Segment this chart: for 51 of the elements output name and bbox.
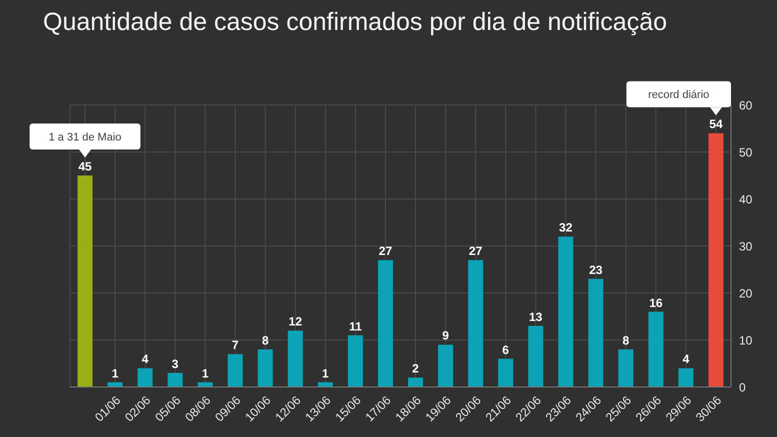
y-tick-label: 30 [739, 239, 753, 254]
bar [648, 312, 664, 387]
data-label: 7 [232, 338, 239, 352]
bar [588, 278, 604, 387]
bar [618, 349, 634, 387]
y-tick-label: 10 [739, 333, 753, 348]
data-label: 54 [709, 117, 723, 132]
data-label: 8 [262, 333, 269, 348]
bar [258, 349, 273, 387]
chart-title: Quantidade de casos confirmados por dia de notificação [43, 8, 667, 37]
bar [408, 378, 424, 387]
data-label: 9 [442, 328, 450, 343]
data-label: 4 [142, 352, 149, 366]
bar [288, 330, 303, 387]
data-label: 32 [559, 220, 573, 235]
bar [528, 326, 544, 387]
y-tick-label: 40 [739, 192, 753, 206]
data-label: 12 [288, 314, 302, 329]
data-label: 1 [112, 366, 119, 380]
y-tick-label: 60 [739, 98, 753, 112]
bar [348, 335, 363, 387]
y-tick-label: 0 [739, 380, 746, 394]
bar [378, 260, 393, 387]
data-label: 27 [468, 244, 483, 258]
annotation: 1 a 31 de Maio [48, 132, 122, 144]
data-label: 16 [649, 296, 663, 310]
data-label: 1 [322, 366, 330, 380]
bar [498, 358, 514, 387]
data-label: 6 [502, 342, 510, 357]
bar [708, 133, 724, 387]
bar [138, 368, 153, 387]
bar [558, 236, 574, 387]
data-label: 1 [202, 366, 209, 380]
data-label: 13 [529, 310, 543, 324]
annotation: record diário [648, 89, 710, 102]
data-label: 4 [682, 352, 690, 366]
data-label: 23 [589, 262, 603, 277]
data-label: 2 [412, 362, 420, 376]
y-tick-label: 20 [739, 286, 753, 300]
bar [468, 260, 484, 387]
y-tick-label: 50 [739, 145, 753, 160]
data-label: 3 [172, 356, 179, 371]
bar [438, 344, 454, 387]
data-label: 45 [78, 160, 92, 174]
data-label: 8 [622, 333, 630, 348]
bar [228, 354, 243, 387]
bar [168, 372, 183, 387]
bar [678, 368, 694, 387]
data-label: 11 [349, 319, 362, 334]
bar [78, 176, 93, 387]
data-label: 27 [378, 244, 392, 258]
